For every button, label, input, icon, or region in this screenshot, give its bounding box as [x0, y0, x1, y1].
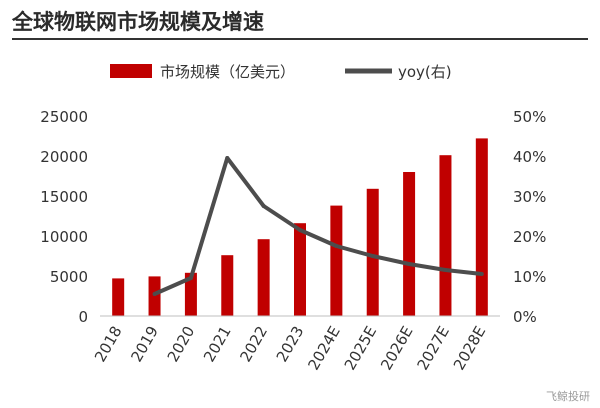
line-yoy — [153, 156, 483, 296]
y-left-tick-label: 5000 — [50, 268, 88, 286]
x-tick-label: 2018 — [91, 323, 126, 365]
bar-market-size — [184, 272, 197, 316]
x-tick-label: 2026E — [377, 323, 416, 373]
x-tick-label: 2028E — [450, 323, 489, 373]
legend-label-market-size: 市场规模（亿美元） — [160, 63, 295, 81]
bar-market-size — [330, 205, 343, 316]
x-tick-label: 2027E — [414, 323, 453, 373]
y-left-tick-label: 25000 — [40, 108, 88, 126]
bar-market-size — [257, 239, 270, 316]
point-yoy — [225, 156, 230, 160]
x-tick-label: 2025E — [341, 323, 380, 373]
legend-label-yoy: yoy(右) — [398, 63, 452, 81]
x-tick-label: 2020 — [164, 323, 199, 365]
point-yoy — [298, 228, 302, 232]
point-yoy — [334, 244, 339, 248]
bar-market-size — [403, 172, 416, 316]
point-yoy — [188, 276, 193, 280]
x-tick-label: 2019 — [127, 323, 162, 365]
x-tick-label: 2024E — [304, 323, 343, 373]
chart-title: 全球物联网市场规模及增速 — [12, 10, 264, 34]
point-yoy — [370, 254, 375, 258]
x-tick-label: 2021 — [200, 323, 235, 365]
bar-market-size — [439, 155, 452, 316]
y-left-tick-label: 0 — [78, 308, 88, 326]
y-right-tick-label: 20% — [513, 228, 546, 246]
point-yoy — [261, 204, 266, 208]
watermark-text: 飞鲸投研 — [546, 390, 590, 403]
y-right-tick-label: 50% — [513, 108, 546, 126]
x-tick-label: 2023 — [273, 323, 308, 365]
legend-swatch-market-size — [110, 64, 152, 78]
y-left-tick-label: 10000 — [40, 228, 88, 246]
bar-market-size — [221, 255, 234, 316]
title-bar: 全球物联网市场规模及增速 — [12, 4, 588, 40]
y-right-tick-label: 10% — [513, 268, 546, 286]
y-right-tick-label: 0% — [513, 308, 537, 326]
y-right-tick-label: 40% — [513, 148, 546, 166]
y-left-tick-label: 15000 — [40, 188, 88, 206]
bar-market-size — [475, 138, 488, 316]
y-right-tick-label: 30% — [513, 188, 546, 206]
point-yoy — [407, 262, 412, 266]
bar-market-size — [112, 278, 125, 316]
bar-market-size — [148, 276, 161, 316]
bar-market-size — [366, 188, 379, 316]
point-yoy — [479, 272, 484, 276]
y-left-tick-label: 20000 — [40, 148, 88, 166]
point-yoy — [443, 268, 448, 272]
point-yoy — [152, 292, 157, 296]
bar-market-size — [294, 223, 306, 316]
x-tick-label: 2022 — [236, 323, 271, 365]
